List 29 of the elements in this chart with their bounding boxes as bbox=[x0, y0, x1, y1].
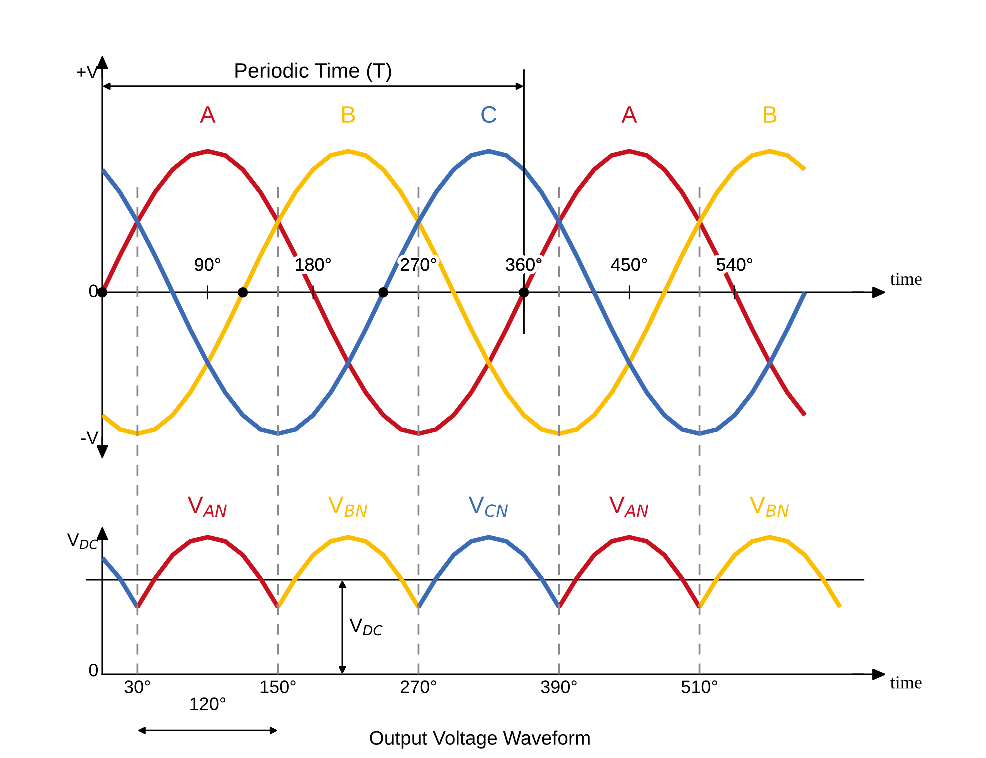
text: A bbox=[622, 106, 638, 123]
text: +V bbox=[77, 66, 99, 78]
x-tick-label: 30° bbox=[124, 680, 150, 694]
series-label: A bbox=[200, 106, 216, 123]
x-axis-title: time bbox=[890, 676, 922, 689]
annotation: V$_{DC}$ bbox=[350, 618, 383, 636]
x-tick-label: 150° bbox=[260, 680, 296, 694]
series-label: B bbox=[764, 106, 777, 123]
x-tick-label: 510° bbox=[682, 680, 718, 694]
series-label: V$_{BN}$ bbox=[750, 496, 790, 517]
text: 120° bbox=[190, 698, 226, 710]
x-tick-label: 390° bbox=[541, 680, 577, 694]
series-label: V$_{AN}$ bbox=[609, 496, 649, 517]
text: V$_{DC}$ bbox=[67, 534, 98, 550]
text: 0 bbox=[89, 664, 98, 677]
x-tick-label: 90° bbox=[195, 258, 221, 272]
series-label: V$_{CN}$ bbox=[468, 496, 508, 518]
text: Output Voltage Waveform bbox=[370, 730, 590, 749]
x-axis-title: time bbox=[890, 273, 922, 286]
x-tick-label: 270° bbox=[400, 680, 436, 694]
series-label: C bbox=[482, 106, 497, 124]
series-label: V$_{AN}$ bbox=[188, 496, 227, 517]
text: B bbox=[342, 106, 356, 123]
x-tick-label: 450° bbox=[611, 258, 648, 272]
text: 0 bbox=[89, 284, 98, 298]
x-tick-label: 270° bbox=[400, 258, 436, 272]
text: -V bbox=[81, 432, 99, 444]
text: Periodic Time (T) bbox=[236, 62, 392, 82]
series-label: V$_{BN}$ bbox=[328, 496, 368, 517]
